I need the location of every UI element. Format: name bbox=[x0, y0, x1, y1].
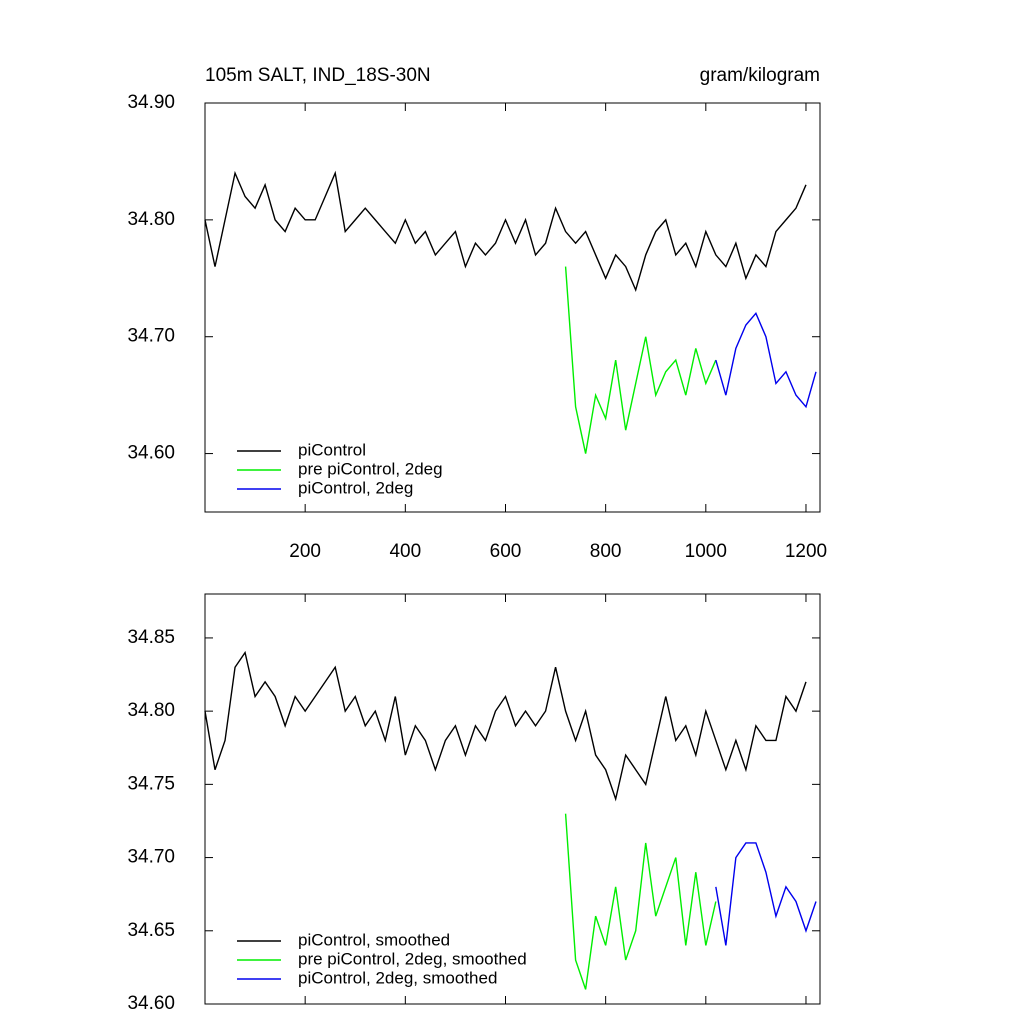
legend-label: piControl, smoothed bbox=[298, 930, 450, 949]
units-label: gram/kilogram bbox=[700, 65, 820, 86]
series-line bbox=[564, 813, 717, 990]
series-line bbox=[715, 842, 817, 946]
y-tick-label: 34.60 bbox=[127, 443, 175, 464]
chart-title: 105m SALT, IND_18S-30N bbox=[205, 65, 431, 86]
y-tick-label: 34.70 bbox=[127, 847, 175, 868]
y-tick-label: 34.75 bbox=[127, 773, 175, 794]
y-tick-label: 34.80 bbox=[127, 700, 175, 721]
x-tick-label: 1200 bbox=[785, 541, 827, 562]
legend-label: piControl bbox=[298, 440, 366, 459]
y-tick-label: 34.70 bbox=[127, 326, 175, 347]
y-tick-label: 34.80 bbox=[127, 209, 175, 230]
series-line bbox=[204, 170, 807, 293]
series-line bbox=[204, 650, 807, 802]
plot-frame bbox=[204, 102, 821, 513]
x-tick-label: 600 bbox=[490, 541, 522, 562]
legend-label: pre piControl, 2deg, smoothed bbox=[298, 949, 527, 968]
y-tick-label: 34.85 bbox=[127, 627, 175, 648]
y-tick-label: 34.90 bbox=[127, 92, 175, 113]
series-line bbox=[715, 312, 817, 409]
y-tick-label: 34.60 bbox=[127, 993, 175, 1014]
legend-label: piControl, 2deg bbox=[298, 478, 413, 497]
plot-frame bbox=[204, 593, 821, 1005]
legend-label: pre piControl, 2deg bbox=[298, 459, 443, 478]
y-tick-label: 34.65 bbox=[127, 920, 175, 941]
x-tick-label: 400 bbox=[389, 541, 421, 562]
x-tick-label: 800 bbox=[590, 541, 622, 562]
series-line bbox=[564, 266, 717, 454]
x-tick-label: 200 bbox=[289, 541, 321, 562]
legend-label: piControl, 2deg, smoothed bbox=[298, 968, 497, 987]
x-tick-label: 1000 bbox=[685, 541, 727, 562]
